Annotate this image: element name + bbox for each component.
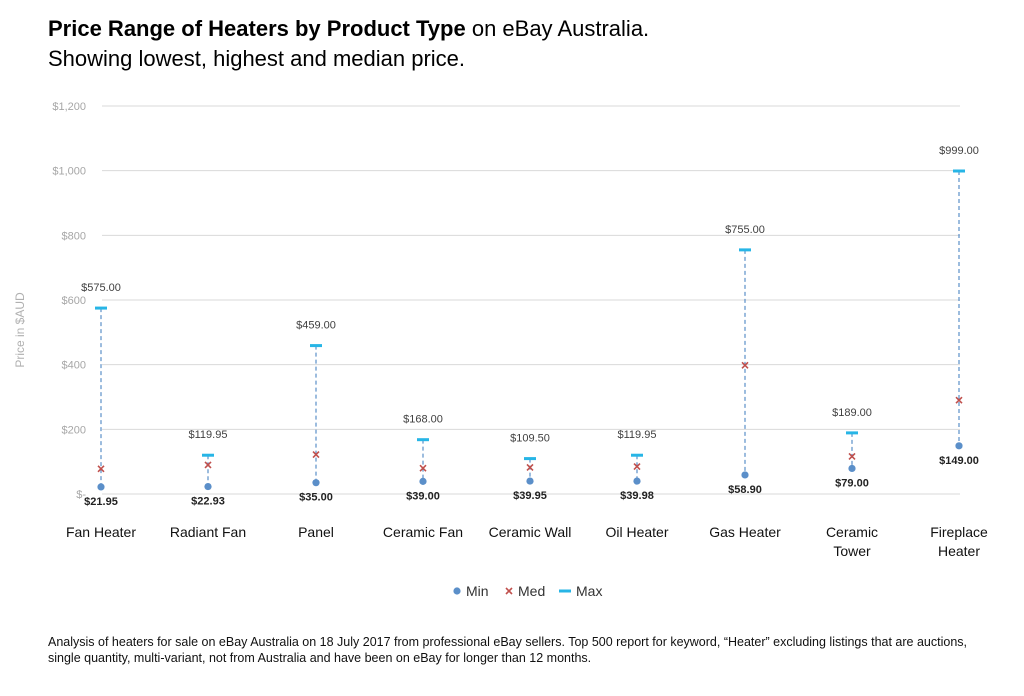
min-value-label: $22.93 <box>191 496 225 508</box>
min-value-label: $35.00 <box>299 492 333 504</box>
category-label: Oil Heater <box>605 524 668 540</box>
title-rest: on eBay Australia. <box>465 16 650 41</box>
min-marker <box>955 442 963 450</box>
min-value-label: $21.95 <box>84 496 118 508</box>
min-value-label: $79.00 <box>835 477 869 489</box>
category-label: Heater <box>938 543 980 559</box>
median-marker <box>312 450 320 459</box>
category-label: Gas Heater <box>709 524 781 540</box>
y-tick-label: $800 <box>62 230 86 242</box>
max-value-label: $755.00 <box>725 224 765 236</box>
max-value-label: $109.50 <box>510 433 550 445</box>
max-value-label: $168.00 <box>403 414 443 426</box>
category-label: Fan Heater <box>66 524 136 540</box>
category-label: Ceramic Wall <box>489 524 572 540</box>
legend-med-label: Med <box>518 583 545 599</box>
max-value-label: $459.00 <box>296 320 336 332</box>
category-label: Tower <box>833 543 871 559</box>
median-marker <box>633 462 641 471</box>
min-marker <box>633 477 641 485</box>
median-marker <box>848 452 856 461</box>
y-tick-label: $1,000 <box>52 166 86 178</box>
y-tick-label: $600 <box>62 295 86 307</box>
legend-min-label: Min <box>466 583 489 599</box>
legend-med-marker-b <box>505 587 513 595</box>
y-tick-label: $400 <box>62 360 86 372</box>
legend-max-label: Max <box>576 583 602 599</box>
min-value-label: $39.95 <box>513 490 547 502</box>
category-label: Ceramic <box>826 524 878 540</box>
min-marker <box>204 482 212 491</box>
category-label: Panel <box>298 524 334 540</box>
min-value-label: $39.00 <box>406 490 440 502</box>
min-marker <box>526 477 534 485</box>
y-tick-label: $200 <box>62 424 86 436</box>
footnote: Analysis of heaters for sale on eBay Aus… <box>48 635 968 665</box>
median-marker <box>741 361 749 369</box>
min-value-label: $149.00 <box>939 455 979 467</box>
y-axis-title: Price in $AUD <box>13 292 27 368</box>
min-marker <box>312 479 320 487</box>
min-value-label: $58.90 <box>728 484 762 496</box>
max-value-label: $119.95 <box>618 429 657 441</box>
median-marker <box>419 464 427 472</box>
median-marker <box>204 461 212 469</box>
y-tick-label: $- <box>76 489 86 501</box>
min-marker <box>741 471 749 479</box>
median-marker <box>97 465 105 473</box>
category-label: Fireplace <box>930 524 988 540</box>
median-marker <box>526 463 534 472</box>
title-bold: Price Range of Heaters by Product Type <box>48 16 466 41</box>
min-marker <box>97 483 105 491</box>
chart-title: Price Range of Heaters by Product Type o… <box>48 14 649 74</box>
max-value-label: $575.00 <box>81 282 121 294</box>
min-value-label: $39.98 <box>620 490 654 502</box>
title-line-1: Price Range of Heaters by Product Type o… <box>48 14 649 44</box>
min-marker <box>419 477 427 485</box>
max-value-label: $999.00 <box>939 145 979 157</box>
median-marker <box>955 396 963 404</box>
legend-min-marker <box>453 587 461 595</box>
max-value-label: $119.95 <box>189 429 228 441</box>
y-tick-label: $1,200 <box>52 101 86 113</box>
title-line-2: Showing lowest, highest and median price… <box>48 46 466 71</box>
min-marker <box>848 464 856 473</box>
max-value-label: $189.00 <box>832 407 872 419</box>
category-label: Radiant Fan <box>170 524 246 540</box>
category-label: Ceramic Fan <box>383 524 463 540</box>
